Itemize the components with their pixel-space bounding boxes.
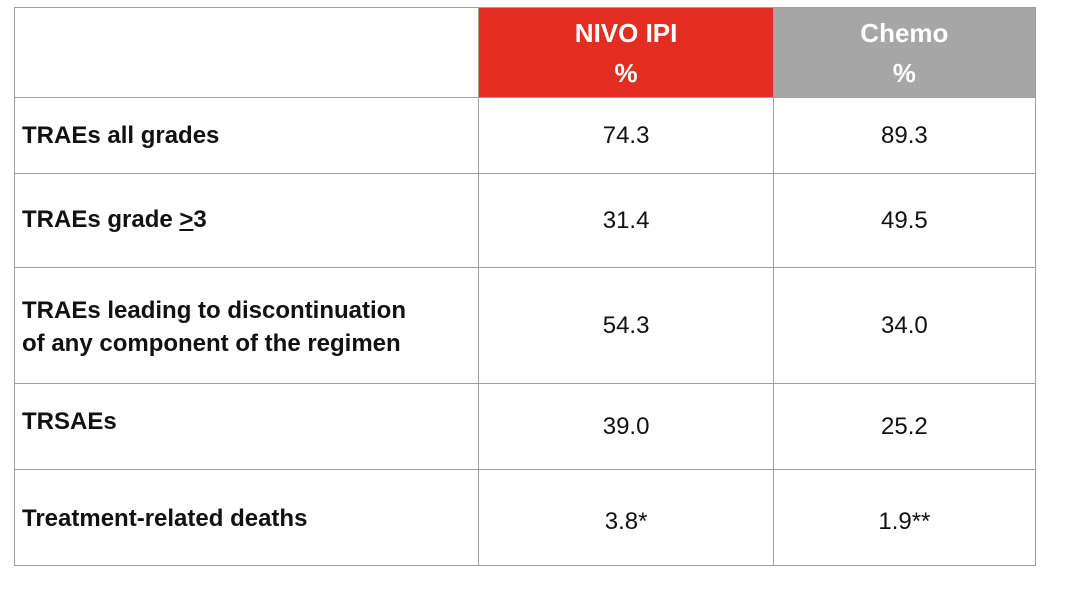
header-empty-cell xyxy=(13,7,480,98)
table-row: TRAEs all grades 74.3 89.3 xyxy=(13,97,1037,174)
nivo-ipi-title: NIVO IPI xyxy=(574,17,678,48)
row-label: TRAEs leading to discontinuation of any … xyxy=(13,267,480,384)
row-label-suffix: 3 xyxy=(193,206,207,233)
table-row: TRAEs grade >3 31.4 49.5 xyxy=(13,173,1037,268)
row-label-prefix: TRAEs grade xyxy=(22,206,180,233)
row-label-line-1: TRAEs leading to discontinuation xyxy=(22,297,406,324)
nivo-ipi-value: 74.3 xyxy=(478,97,774,174)
nivo-ipi-value: 39.0 xyxy=(478,383,774,470)
table-row: Treatment-related deaths 3.8* 1.9** xyxy=(13,469,1037,566)
chemo-header: Chemo % xyxy=(772,7,1037,98)
nivo-ipi-value: 3.8* xyxy=(478,469,774,566)
row-label: TRAEs all grades xyxy=(13,97,480,174)
table-row: TRAEs leading to discontinuation of any … xyxy=(13,267,1037,384)
table-header-row: NIVO IPI % Chemo % xyxy=(13,7,1037,98)
chemo-value: 89.3 xyxy=(772,97,1037,174)
table-row: TRSAEs 39.0 25.2 xyxy=(13,383,1037,470)
greater-equal-symbol: > xyxy=(179,206,194,233)
chemo-value: 25.2 xyxy=(772,383,1037,470)
nivo-ipi-value: 54.3 xyxy=(478,267,774,384)
row-label: TRSAEs xyxy=(13,383,480,470)
nivo-ipi-value: 31.4 xyxy=(478,173,774,268)
nivo-ipi-header: NIVO IPI % xyxy=(478,7,774,98)
chemo-unit: % xyxy=(892,57,916,88)
row-label-line-2: of any component of the regimen xyxy=(22,330,401,357)
chemo-title: Chemo xyxy=(860,17,949,48)
adverse-events-table: NIVO IPI % Chemo % TRAEs all grades 74.3… xyxy=(13,7,1037,566)
chemo-value: 34.0 xyxy=(772,267,1037,384)
nivo-ipi-unit: % xyxy=(614,57,638,88)
chemo-value: 1.9** xyxy=(772,469,1037,566)
chemo-value: 49.5 xyxy=(772,173,1037,268)
row-label: TRAEs grade >3 xyxy=(13,173,480,268)
row-label: Treatment-related deaths xyxy=(13,469,480,566)
